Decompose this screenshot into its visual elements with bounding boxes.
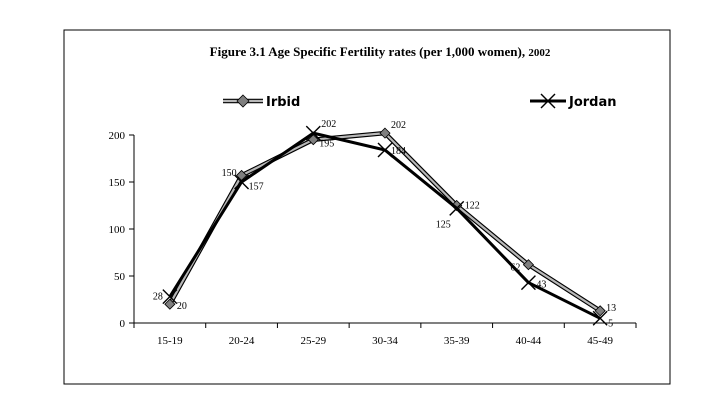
x-tick-label: 45-49	[587, 335, 613, 347]
data-point-x	[305, 125, 321, 141]
data-point-diamond	[522, 259, 534, 271]
data-label-irbid: 202	[391, 120, 406, 131]
data-label-irbid: 125	[436, 220, 451, 231]
data-label-jordan: 28	[153, 292, 163, 303]
legend-entry-jordan: Jordan	[530, 93, 617, 110]
x-axis: 15-19 20-24 25-29 30-34 35-39 40-44 45-49	[133, 322, 637, 347]
data-point-diamond	[307, 134, 319, 146]
legend: Irbid Jordan	[223, 93, 617, 110]
legend-label-irbid: Irbid	[266, 95, 300, 110]
data-point-x	[162, 289, 178, 305]
y-tick-label: 50	[114, 271, 126, 283]
y-tick-label: 0	[120, 318, 126, 330]
series-jordan	[162, 125, 608, 326]
data-labels: 20 157 195 202 125 62 13 28 150 202 184 122 43 5	[153, 119, 616, 329]
legend-entry-irbid: Irbid	[223, 94, 300, 110]
data-label-irbid: 157	[249, 181, 264, 192]
x-tick-label: 20-24	[229, 335, 255, 347]
data-point-x	[234, 174, 250, 190]
data-label-jordan: 5	[608, 318, 613, 329]
series-irbid	[164, 127, 606, 317]
data-label-irbid: 62	[510, 263, 520, 274]
y-axis: 0 50 100 150 200	[109, 130, 135, 330]
data-point-diamond	[164, 298, 176, 310]
legend-label-jordan: Jordan	[568, 95, 617, 110]
data-label-jordan: 122	[465, 200, 480, 211]
x-tick-label: 30-34	[372, 335, 398, 347]
data-point-x	[520, 275, 536, 291]
x-tick-label: 40-44	[516, 335, 542, 347]
x-tick-label: 25-29	[300, 335, 326, 347]
data-point-x	[449, 200, 465, 216]
x-tick-label: 35-39	[444, 335, 470, 347]
legend-diamond-marker	[236, 94, 250, 108]
data-label-jordan: 43	[536, 280, 546, 291]
chart-title: Figure 3.1 Age Specific Fertility rates …	[210, 44, 551, 59]
data-label-irbid: 13	[606, 303, 616, 314]
series-layer	[162, 125, 608, 326]
legend-x-marker	[540, 93, 556, 109]
data-label-jordan: 150	[222, 168, 237, 179]
data-point-diamond	[379, 127, 391, 139]
y-tick-label: 150	[109, 177, 126, 189]
chart-frame	[63, 29, 671, 385]
data-point-x	[592, 310, 608, 326]
data-label-irbid: 20	[177, 301, 187, 312]
data-label-jordan: 202	[321, 119, 336, 130]
y-tick-label: 100	[109, 224, 126, 236]
x-tick-label: 15-19	[157, 335, 183, 347]
data-point-diamond	[594, 305, 606, 317]
data-label-irbid: 195	[319, 139, 334, 150]
y-tick-label: 200	[109, 130, 126, 142]
data-label-jordan: 184	[391, 146, 406, 157]
data-point-x	[377, 142, 393, 158]
